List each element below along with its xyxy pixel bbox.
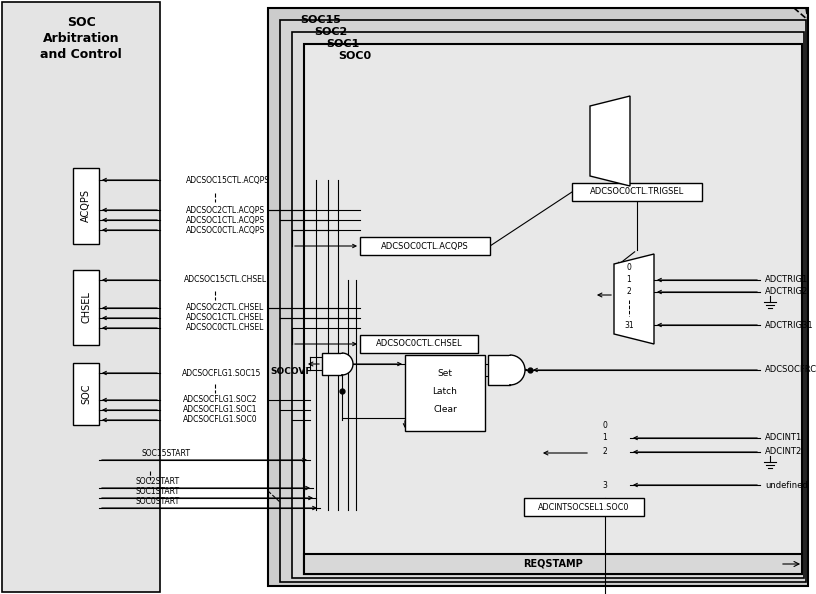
Text: CHSEL: CHSEL bbox=[81, 291, 91, 323]
Text: and Control: and Control bbox=[40, 48, 122, 61]
Bar bbox=[572, 183, 702, 201]
Bar bbox=[292, 32, 804, 578]
Text: 31: 31 bbox=[624, 321, 634, 330]
Text: ADCTRIG1: ADCTRIG1 bbox=[765, 276, 809, 285]
Bar bbox=[73, 270, 99, 345]
Text: ADCSOCFLG1.SOC0: ADCSOCFLG1.SOC0 bbox=[183, 415, 257, 425]
Text: ADCSOC15CTL.ACQPS: ADCSOC15CTL.ACQPS bbox=[186, 175, 270, 185]
Bar bbox=[73, 168, 99, 244]
Bar bbox=[509, 356, 511, 384]
Wedge shape bbox=[510, 355, 525, 385]
Text: 1: 1 bbox=[603, 434, 607, 443]
Text: ADCSOCFLG1.SOC1: ADCSOCFLG1.SOC1 bbox=[183, 406, 257, 415]
Text: SOC0START: SOC0START bbox=[135, 497, 180, 505]
Text: SOC: SOC bbox=[81, 384, 91, 405]
Text: REQSTAMP: REQSTAMP bbox=[523, 559, 583, 569]
Text: 2: 2 bbox=[603, 447, 607, 457]
Text: SOC2START: SOC2START bbox=[135, 476, 180, 485]
Bar bbox=[304, 554, 802, 574]
Text: SOC15START: SOC15START bbox=[142, 448, 191, 457]
Text: SOC15: SOC15 bbox=[300, 15, 341, 25]
Bar bbox=[73, 363, 99, 425]
Bar bbox=[524, 498, 644, 516]
Text: Latch: Latch bbox=[432, 387, 458, 396]
Text: 0: 0 bbox=[602, 422, 607, 431]
Text: Arbitration: Arbitration bbox=[42, 31, 119, 45]
Text: ADCSOC0CTL.ACQPS: ADCSOC0CTL.ACQPS bbox=[381, 242, 469, 251]
Text: ADCSOC2CTL.CHSEL: ADCSOC2CTL.CHSEL bbox=[186, 304, 264, 312]
Text: ADCTRIG31: ADCTRIG31 bbox=[765, 321, 814, 330]
Bar bbox=[322, 353, 342, 375]
Text: Set: Set bbox=[437, 369, 453, 378]
Text: ADCINT1: ADCINT1 bbox=[765, 434, 802, 443]
Text: ADCINT2: ADCINT2 bbox=[765, 447, 802, 457]
Text: ADCSOCFRC1.SOC0: ADCSOCFRC1.SOC0 bbox=[765, 365, 816, 374]
Text: ADCSOC0CTL.ACQPS: ADCSOC0CTL.ACQPS bbox=[186, 226, 266, 235]
Text: ACQPS: ACQPS bbox=[81, 189, 91, 223]
Text: SOC: SOC bbox=[67, 15, 95, 29]
Text: 1: 1 bbox=[627, 276, 632, 285]
Text: ADCSOC15CTL.CHSEL: ADCSOC15CTL.CHSEL bbox=[184, 276, 268, 285]
Text: ADCTRIG2: ADCTRIG2 bbox=[765, 287, 809, 296]
Text: ADCSOC1CTL.ACQPS: ADCSOC1CTL.ACQPS bbox=[186, 216, 265, 225]
Bar bbox=[268, 8, 808, 586]
Wedge shape bbox=[342, 353, 353, 375]
Bar bbox=[341, 354, 343, 374]
Text: ADCINTSOCSEL1.SOC0: ADCINTSOCSEL1.SOC0 bbox=[539, 503, 630, 511]
Text: ADCSOCFLG1.SOC2: ADCSOCFLG1.SOC2 bbox=[183, 396, 257, 405]
Text: 2: 2 bbox=[627, 287, 632, 296]
Text: SOC1: SOC1 bbox=[326, 39, 359, 49]
Text: SOCOVF: SOCOVF bbox=[270, 368, 312, 377]
Polygon shape bbox=[590, 96, 630, 186]
Bar bbox=[280, 20, 806, 582]
Text: SOC2: SOC2 bbox=[314, 27, 348, 37]
Text: ADCSOCFLG1.SOC15: ADCSOCFLG1.SOC15 bbox=[182, 368, 262, 378]
Text: ADCSOC0CTL.CHSEL: ADCSOC0CTL.CHSEL bbox=[375, 340, 463, 349]
Text: ADCSOC1CTL.CHSEL: ADCSOC1CTL.CHSEL bbox=[186, 314, 264, 323]
Bar bbox=[360, 335, 478, 353]
Text: SOC1START: SOC1START bbox=[135, 486, 180, 495]
Text: 3: 3 bbox=[602, 481, 607, 489]
Bar bbox=[488, 355, 510, 385]
Text: ADCSOC0CTL.TRIGSEL: ADCSOC0CTL.TRIGSEL bbox=[590, 188, 684, 197]
Text: undefined: undefined bbox=[765, 481, 808, 489]
Bar bbox=[360, 237, 490, 255]
Bar bbox=[304, 44, 802, 574]
Text: ADCSOC0CTL.CHSEL: ADCSOC0CTL.CHSEL bbox=[186, 324, 264, 333]
Polygon shape bbox=[614, 254, 654, 344]
Bar bbox=[2, 2, 160, 592]
Text: Clear: Clear bbox=[433, 406, 457, 415]
Text: ADCSOC2CTL.ACQPS: ADCSOC2CTL.ACQPS bbox=[186, 206, 265, 214]
Text: SOC0: SOC0 bbox=[338, 51, 371, 61]
Text: 0: 0 bbox=[627, 264, 632, 273]
Bar bbox=[405, 355, 485, 431]
